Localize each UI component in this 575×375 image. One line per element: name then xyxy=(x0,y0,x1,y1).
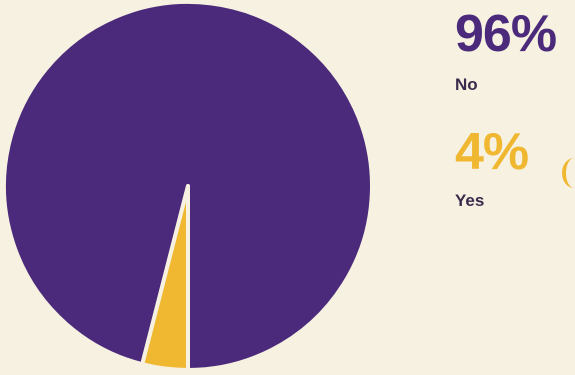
legend-item-no: 96% No xyxy=(455,5,557,94)
pie-chart xyxy=(2,0,374,372)
legend-item-yes: 4% Yes xyxy=(455,123,529,210)
pie-slice-yes xyxy=(140,184,190,372)
legend-percent-no: 96% xyxy=(455,5,557,63)
legend-percent-yes: 4% xyxy=(455,123,529,181)
legend-label-no: No xyxy=(455,75,478,94)
legend-label-yes: Yes xyxy=(455,191,485,210)
decorative-swash xyxy=(562,158,575,188)
